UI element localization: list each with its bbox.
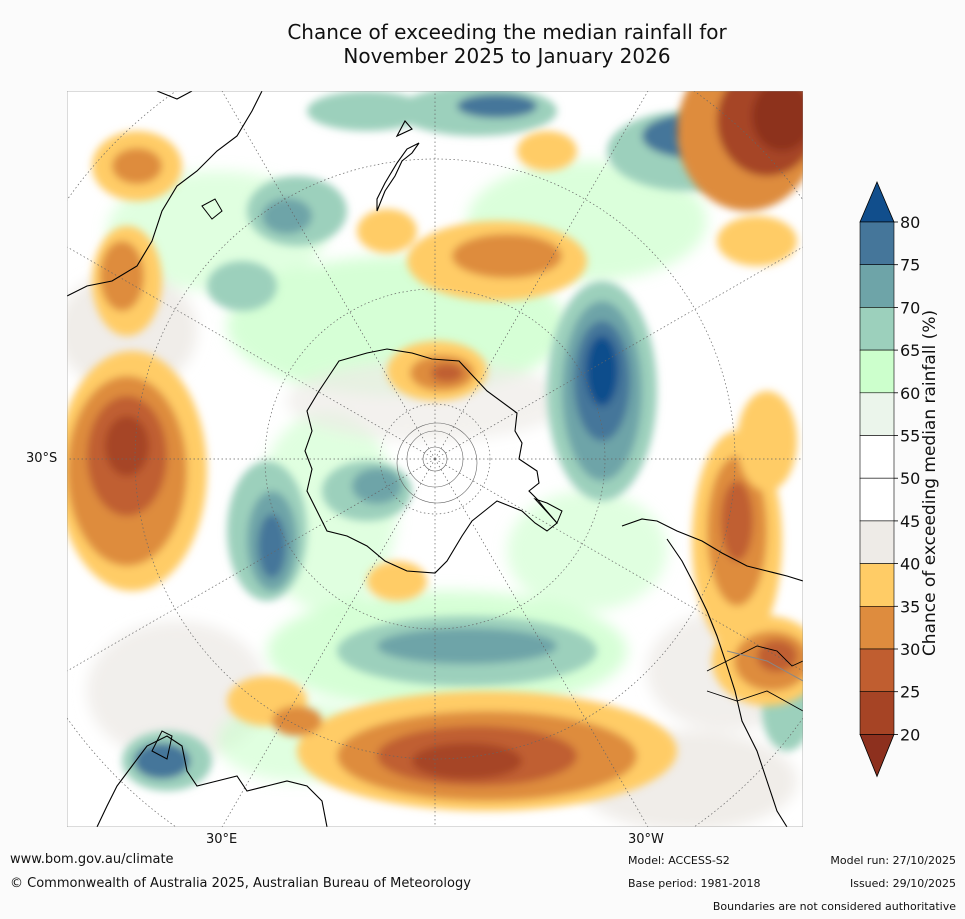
model-text: Model: ACCESS-S2: [628, 854, 730, 867]
lon-label-30w: 30°W: [628, 832, 664, 847]
colorbar-tick-label: 55: [900, 427, 920, 446]
colorbar-tick-label: 75: [900, 256, 920, 275]
new-zealand-coastline: [376, 120, 420, 212]
colorbar-tick-label: 20: [900, 725, 920, 744]
colorbar-tick-label: 25: [900, 683, 920, 702]
borders: [726, 650, 803, 682]
model-run-text: Model run: 27/10/2025: [830, 854, 956, 867]
colorbar-tick-label: 60: [900, 384, 920, 403]
map-svg: [67, 91, 803, 827]
africa-coastline: [96, 735, 328, 827]
copyright-text: © Commonwealth of Australia 2025, Austra…: [10, 876, 471, 891]
website-link[interactable]: www.bom.gov.au/climate: [10, 852, 174, 867]
base-period-text: Base period: 1981-2018: [628, 877, 761, 890]
antarctica-coastline: [304, 348, 558, 574]
issued-text: Issued: 29/10/2025: [849, 877, 956, 890]
colorbar-tick-label: 45: [900, 512, 920, 531]
colorbar-segment: [859, 648, 895, 693]
south-america-coastline: [621, 518, 803, 827]
tasmania-coastline: [201, 198, 223, 220]
colorbar-segment: [859, 605, 895, 650]
madagascar-coastline: [151, 730, 173, 760]
colorbar-tick-label: 40: [900, 555, 920, 574]
australia-coastline: [67, 91, 263, 297]
colorbar-title: Chance of exceeding median rainfall (%): [920, 309, 940, 657]
colorbar-tick-label: 65: [900, 341, 920, 360]
colorbar-segment: [859, 307, 895, 351]
colorbar-segment: [859, 563, 895, 607]
colorbar-tick-label: 50: [900, 469, 920, 488]
rainfall-map[interactable]: [67, 91, 803, 827]
lon-label-30e: 30°E: [206, 832, 238, 847]
colorbar-arrow-top: [859, 180, 895, 223]
graticule: [67, 91, 803, 827]
colorbar-segment: [859, 477, 895, 522]
colorbar-segment: [859, 221, 895, 266]
colorbar: 80 75 70 65 60 55 50 45 40 35 30 25 20: [848, 180, 958, 785]
pole-contours: [396, 422, 478, 504]
colorbar-segment: [859, 392, 895, 436]
colorbar-segment: [859, 520, 895, 564]
colorbar-segment: [859, 435, 895, 479]
antarctic-peninsula: [533, 497, 563, 524]
map-title: Chance of exceeding the median rainfall …: [67, 20, 947, 68]
colorbar-tick-label: 35: [900, 597, 920, 616]
colorbar-tick-label: 80: [900, 213, 920, 232]
colorbar-segment: [859, 349, 895, 394]
title-line-1: Chance of exceeding the median rainfall …: [287, 20, 727, 44]
south-america-interior: [706, 645, 803, 712]
field-dry: [67, 91, 803, 811]
colorbar-segment: [859, 264, 895, 308]
colorbar-tick-label: 30: [900, 640, 920, 659]
lat-label-30s: 30°S: [26, 451, 58, 466]
title-line-2: November 2025 to January 2026: [343, 44, 671, 68]
colorbar-tick-label: 70: [900, 298, 920, 317]
disclaimer-text: Boundaries are not considered authoritat…: [712, 900, 956, 913]
colorbar-segment: [859, 691, 895, 735]
colorbar-svg: 80 75 70 65 60 55 50 45 40 35 30 25 20: [859, 180, 920, 778]
colorbar-arrow-bottom: [859, 734, 895, 778]
